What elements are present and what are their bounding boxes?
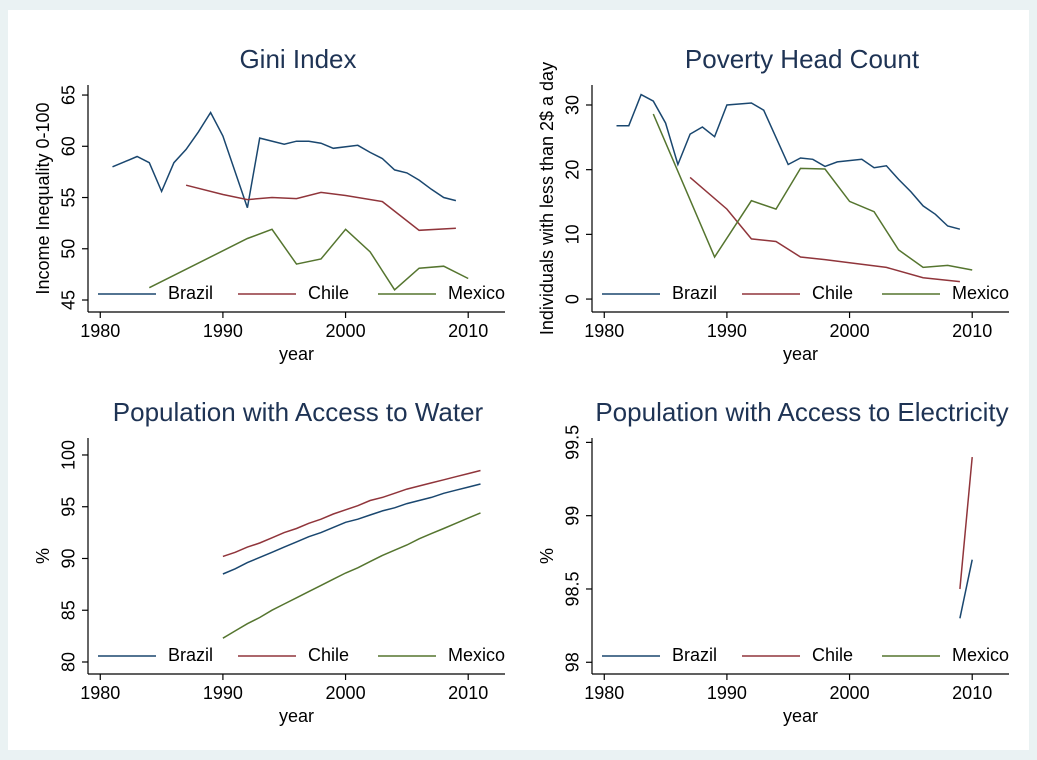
legend-label: Brazil [168,645,213,665]
y-tick-label: 55 [59,188,79,208]
series-line [112,110,457,209]
chart-title: Population with Access to Electricity [595,397,1008,427]
x-tick-label: 2000 [830,683,870,703]
x-tick-label: 1980 [584,683,624,703]
series-line [148,228,469,291]
x-tick-label: 2000 [326,321,366,341]
legend-label: Chile [308,645,349,665]
y-tick-label: 45 [59,290,79,310]
legend-label: Chile [308,283,349,303]
x-tick-label: 1980 [584,321,624,341]
plot-area [8,10,1029,750]
legend-label: Brazil [672,645,717,665]
chart-title: Gini Index [239,44,356,74]
y-tick-label: 99 [563,506,583,526]
series-line [959,559,973,619]
x-axis-title: year [783,344,818,364]
x-tick-label: 2010 [952,683,992,703]
series-line [222,483,481,575]
y-tick-label: 95 [59,497,79,517]
series-line [959,457,973,590]
y-tick-label: 98 [563,652,583,672]
y-tick-label: 10 [563,224,583,244]
series-line [689,176,960,283]
y-axis-title: Income Inequality 0-100 [33,102,53,294]
x-tick-label: 1990 [203,321,243,341]
series-line [616,93,961,230]
y-tick-label: 30 [563,95,583,115]
legend-label: Brazil [168,283,213,303]
chart-title: Poverty Head Count [685,44,920,74]
y-tick-label: 60 [59,136,79,156]
x-tick-label: 2010 [448,683,488,703]
x-tick-label: 2010 [448,321,488,341]
y-tick-label: 0 [563,294,583,304]
y-axis-title: % [33,548,53,564]
legend-label: Mexico [952,645,1009,665]
y-axis-title: % [537,548,557,564]
legend-label: Mexico [448,283,505,303]
legend-label: Chile [812,283,853,303]
y-tick-label: 85 [59,600,79,620]
x-tick-label: 2000 [326,683,366,703]
legend-label: Brazil [672,283,717,303]
x-tick-label: 1990 [707,321,747,341]
series-line [222,469,481,558]
series-line [652,113,973,271]
series-line [185,184,456,232]
y-tick-label: 99.5 [563,425,583,460]
x-tick-label: 1980 [80,321,120,341]
legend-label: Mexico [448,645,505,665]
legend-label: Chile [812,645,853,665]
y-axis-title: Individuals with less than 2$ a day [537,62,557,335]
y-tick-label: 50 [59,239,79,259]
y-tick-label: 20 [563,160,583,180]
x-axis-title: year [783,706,818,726]
x-axis-title: year [279,706,314,726]
x-tick-label: 1990 [203,683,243,703]
x-tick-label: 1980 [80,683,120,703]
series-line [222,512,481,639]
x-tick-label: 2000 [830,321,870,341]
y-tick-label: 100 [59,440,79,470]
y-tick-label: 90 [59,548,79,568]
chart-title: Population with Access to Water [113,397,484,427]
y-tick-label: 65 [59,85,79,105]
y-tick-label: 80 [59,652,79,672]
x-tick-label: 2010 [952,321,992,341]
legend-label: Mexico [952,283,1009,303]
x-tick-label: 1990 [707,683,747,703]
x-axis-title: year [279,344,314,364]
y-tick-label: 98.5 [563,571,583,606]
